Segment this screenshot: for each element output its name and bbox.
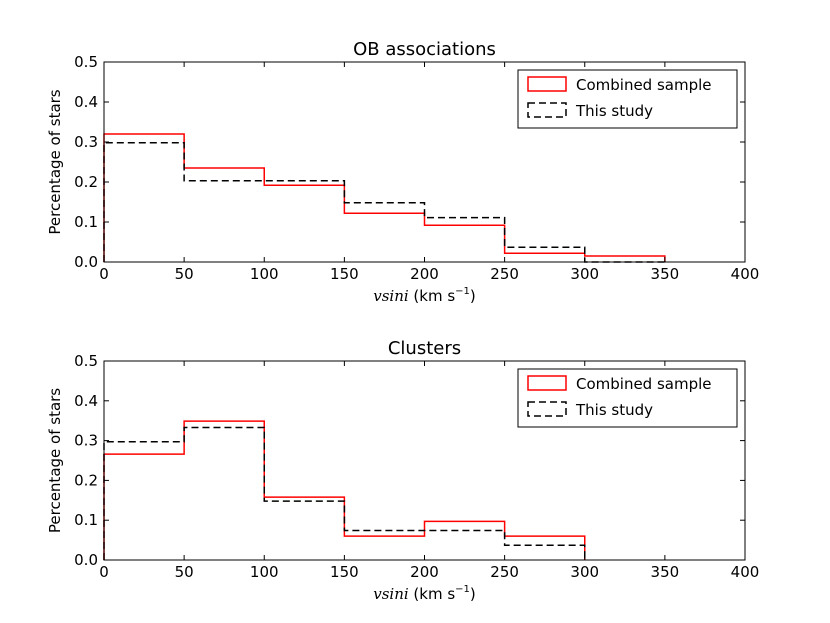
- x-axis-label-exp: −1: [455, 286, 470, 297]
- legend-label: This study: [575, 401, 653, 419]
- legend-label: Combined sample: [576, 375, 712, 393]
- series-line-this-study: [103, 142, 665, 263]
- x-tick-label: 300: [570, 563, 599, 581]
- x-tick-label: 50: [175, 563, 194, 581]
- legend-swatch: [527, 375, 567, 391]
- x-tick-label: 150: [330, 265, 359, 283]
- legend: Combined sample This study: [517, 368, 738, 428]
- x-axis-label-unit: (km s: [409, 287, 456, 305]
- x-tick-label: 400: [731, 563, 760, 581]
- y-tick-label: 0.5: [74, 53, 98, 71]
- x-tick-label: 350: [651, 563, 680, 581]
- y-tick-label: 0.3: [74, 133, 98, 151]
- x-axis-label: vsini (km s−1): [373, 584, 476, 603]
- y-tick-label: 0.2: [74, 173, 98, 191]
- legend-swatch: [527, 401, 567, 417]
- y-tick-label: 0.4: [74, 392, 98, 410]
- legend-label: This study: [575, 102, 653, 120]
- y-tick-label: 0.0: [74, 253, 98, 271]
- legend-swatch: [527, 76, 567, 92]
- x-axis-label-close: ): [470, 585, 476, 603]
- legend-label: Combined sample: [576, 76, 712, 94]
- chart-panel-2: 0 50 100 150 200 250 300 350 400 0.0 0.1 0.2 0.3 0.4 0…: [46, 338, 759, 603]
- y-tick-label: 0.0: [74, 551, 98, 569]
- x-axis-label-unit: (km s: [409, 585, 456, 603]
- x-tick-label: 150: [330, 563, 359, 581]
- x-tick-label: 250: [490, 265, 519, 283]
- x-tick-label: 200: [410, 563, 439, 581]
- x-tick-label: 50: [175, 265, 194, 283]
- legend-box: [517, 69, 738, 129]
- x-tick-label: 400: [731, 265, 760, 283]
- x-tick-label: 0: [99, 265, 109, 283]
- x-axis-label-var: vsini: [373, 585, 409, 603]
- x-tick-label: 100: [250, 563, 279, 581]
- x-axis-label-close: ): [470, 287, 476, 305]
- legend: Combined sample This study: [517, 69, 738, 129]
- chart-panel-1: 0 50 100 150 200 250 300 350 400 0.0 0.1 0.2 0.3 0.4 0…: [46, 39, 759, 305]
- x-axis-label-var: vsini: [373, 287, 409, 305]
- x-tick-label: 300: [570, 265, 599, 283]
- series-line-combined-sample: [103, 133, 666, 262]
- y-axis-label: Percentage of stars: [46, 388, 64, 533]
- x-tick-label: 0: [99, 563, 109, 581]
- legend-box: [517, 368, 738, 428]
- y-tick-label: 0.3: [74, 432, 98, 450]
- y-axis-label: Percentage of stars: [46, 89, 64, 234]
- y-tick-label: 0.1: [74, 511, 98, 529]
- x-axis-label: vsini (km s−1): [373, 286, 476, 305]
- x-tick-label: 350: [651, 265, 680, 283]
- y-tick-label: 0.1: [74, 213, 98, 231]
- x-axis-label-exp: −1: [455, 584, 470, 595]
- chart-title: Clusters: [388, 338, 461, 359]
- y-tick-label: 0.5: [74, 352, 98, 370]
- x-tick-label: 250: [490, 563, 519, 581]
- x-tick-label: 100: [250, 265, 279, 283]
- y-tick-label: 0.4: [74, 93, 98, 111]
- series-line-this-study: [103, 426, 586, 560]
- x-tick-label: 200: [410, 265, 439, 283]
- y-tick-label: 0.2: [74, 471, 98, 489]
- legend-swatch: [527, 102, 567, 118]
- chart-title: OB associations: [353, 39, 496, 60]
